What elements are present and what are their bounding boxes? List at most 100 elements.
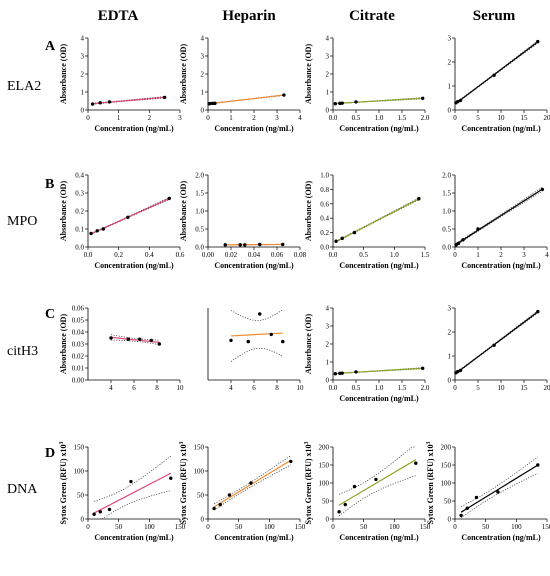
y-tick-label: 0.00 xyxy=(72,377,85,385)
y-axis-label: Absorbance (OD) xyxy=(59,314,68,375)
x-tick-label: 0.5 xyxy=(352,384,361,392)
y-tick-label: 1 xyxy=(448,83,452,91)
x-tick-label: 3 xyxy=(178,114,182,122)
x-tick-label: 150 xyxy=(295,523,306,531)
y-tick-label: 0 xyxy=(448,107,452,115)
y-axis-label: Sytox Green (RFU) x103 xyxy=(426,441,435,524)
x-tick-label: 0.06 xyxy=(271,251,284,259)
ci-upper-line xyxy=(455,40,539,103)
y-tick-label: 1.5 xyxy=(195,190,204,198)
y-tick-label: 150 xyxy=(194,444,205,452)
y-tick-label: 2 xyxy=(448,59,452,67)
y-axis-label-superscript: 3 xyxy=(179,441,185,444)
fit-line xyxy=(230,332,283,337)
y-tick-label: 150 xyxy=(74,444,85,452)
data-point xyxy=(340,101,344,105)
y-axis-label: Sytox Green (RFU) x103 xyxy=(304,441,313,524)
x-tick-label: 3 xyxy=(522,251,526,259)
ci-lower-line xyxy=(110,339,160,345)
data-point xyxy=(414,461,418,465)
y-axis-label: Absorbance (OD) xyxy=(59,44,68,105)
chart-d-citrate: 0 50 100 150 0 50 100 150 200 Concentration (ng/m… xyxy=(304,441,431,542)
data-point xyxy=(476,227,480,231)
chart-c-serum: 0 5 10 15 20 0 1 2 3 xyxy=(448,305,550,393)
data-point xyxy=(89,231,93,236)
data-point xyxy=(333,372,337,376)
y-tick-label: 4 xyxy=(326,35,330,43)
y-tick-label: 50 xyxy=(197,492,205,500)
data-point xyxy=(107,507,112,512)
y-tick-label: 0.0 xyxy=(195,244,204,252)
data-point xyxy=(458,98,463,103)
x-axis-label: Concentration (ng/mL) xyxy=(461,533,541,542)
data-point xyxy=(92,512,96,516)
fit-line xyxy=(460,464,539,513)
x-tick-label: 0.4 xyxy=(145,251,154,259)
ci-upper-line xyxy=(455,310,539,373)
data-point xyxy=(492,73,496,77)
y-tick-label: 2 xyxy=(326,341,330,349)
data-point xyxy=(461,238,465,242)
ci-upper-line xyxy=(92,96,165,104)
y-tick-label: 1.5 xyxy=(442,190,451,198)
x-tick-label: 1.5 xyxy=(398,114,407,122)
x-tick-label: 100 xyxy=(264,523,275,531)
chart-b-heparin: 0.00 0.02 0.04 0.06 0.08 0.0 0.5 1.0 1.5 2.0 Conce… xyxy=(179,172,307,271)
fit-line xyxy=(335,367,423,375)
x-tick-label: 100 xyxy=(389,523,400,531)
x-axis-label: Concentration (ng/mL) xyxy=(339,533,419,542)
y-tick-label: 0.4 xyxy=(75,172,84,180)
data-point xyxy=(492,343,496,347)
ci-upper-line xyxy=(230,309,283,321)
chart-a-edta: 0 1 2 3 0 1 2 3 4 Concentration (ng/mL) Absorbance… xyxy=(59,35,182,134)
data-point xyxy=(281,242,285,247)
x-tick-label: 0 xyxy=(453,384,457,392)
y-tick-label: 2 xyxy=(81,71,85,79)
data-point xyxy=(126,215,130,219)
x-axis-label: Concentration (ng/mL) xyxy=(94,261,174,270)
ci-lower-line xyxy=(92,97,165,105)
x-axis-label: Concentration (ng/mL) xyxy=(339,394,419,403)
data-point xyxy=(458,368,463,373)
data-point xyxy=(374,477,378,482)
row-label-mpo: MPO xyxy=(7,214,37,229)
y-tick-label: 0.02 xyxy=(72,353,85,361)
y-axis-label: Absorbance (OD) xyxy=(304,44,313,105)
plots-layer: 0 1 2 3 0 1 2 3 4 Concentration (ng/mL) Absorbance… xyxy=(59,35,550,543)
y-tick-label: 2 xyxy=(448,329,452,337)
x-tick-label: 2 xyxy=(252,114,256,122)
data-point xyxy=(167,196,171,201)
data-point xyxy=(95,229,99,233)
y-tick-label: 0.2 xyxy=(75,208,84,216)
x-tick-label: 4 xyxy=(545,251,549,259)
ci-upper-line xyxy=(335,197,420,242)
data-point xyxy=(354,100,358,104)
y-tick-label: 100 xyxy=(441,480,452,488)
chart-b-serum: 0 1 2 3 4 0.0 0.5 1.0 1.5 2.0 Concentration (ng/mL… xyxy=(442,172,549,271)
y-axis-label: Sytox Green (RFU) x103 xyxy=(59,441,68,524)
fit-line xyxy=(335,198,420,243)
x-tick-label: 5 xyxy=(476,114,480,122)
y-tick-label: 0 xyxy=(201,107,205,115)
y-tick-label: 0.01 xyxy=(72,365,85,373)
y-tick-label: 3 xyxy=(81,53,85,61)
data-point xyxy=(238,243,242,247)
ci-lower-line xyxy=(338,475,416,517)
x-tick-label: 0 xyxy=(206,523,210,531)
x-tick-label: 0.0 xyxy=(329,114,338,122)
y-tick-label: 2 xyxy=(326,71,330,79)
data-point xyxy=(213,101,217,106)
fit-line xyxy=(209,94,284,105)
y-tick-label: 1.0 xyxy=(195,208,204,216)
x-tick-label: 3 xyxy=(275,114,279,122)
x-axis-label: Concentration (ng/mL) xyxy=(461,124,541,133)
x-tick-label: 1.5 xyxy=(398,384,407,392)
y-tick-label: 0 xyxy=(326,516,330,524)
x-tick-label: 8 xyxy=(155,384,159,392)
column-header-edta: EDTA xyxy=(98,8,139,24)
x-tick-label: 6 xyxy=(252,384,256,392)
data-point xyxy=(337,510,341,514)
panel-letter-a: A xyxy=(45,39,56,54)
y-tick-label: 0.1 xyxy=(75,226,84,234)
